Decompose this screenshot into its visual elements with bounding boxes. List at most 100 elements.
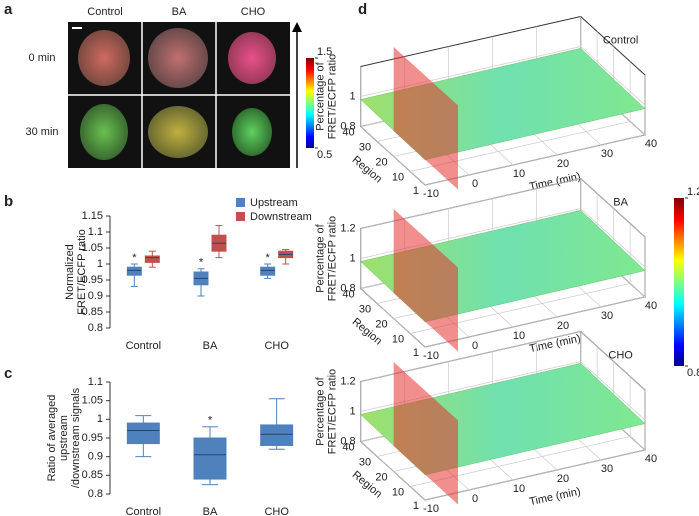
- plot-title: BA: [613, 196, 628, 208]
- stimulus-plane: [393, 362, 458, 505]
- x-tick-label: CHO: [264, 340, 289, 352]
- y-tick-label: 1: [413, 347, 419, 359]
- z-tick-label: 1: [350, 405, 356, 417]
- z-axis-label: FRET/ECFP ratio: [327, 216, 339, 301]
- y-tick-label: 10: [392, 171, 404, 183]
- y-tick-label: 0.95: [82, 274, 103, 286]
- y-tick-label: 1: [413, 500, 419, 512]
- z-tick-label: 1.2: [340, 375, 355, 387]
- panel-label: b: [4, 193, 13, 210]
- y-tick-label: 1.15: [82, 210, 103, 222]
- colorbar: [306, 58, 314, 148]
- z-axis-label: FRET/ECFP ratio: [327, 54, 339, 139]
- colorbar: [674, 198, 684, 366]
- z-axis-label: FRET/ECFP ratio: [327, 369, 339, 454]
- box: [144, 255, 160, 263]
- x-axis-label: Time (min): [528, 333, 582, 356]
- x-tick-label: Control: [126, 506, 161, 516]
- box: [126, 266, 142, 276]
- x-tick-label: 40: [645, 300, 657, 312]
- x-tick-label: -10: [423, 188, 439, 200]
- cell: [232, 108, 272, 156]
- y-tick-label: 30: [359, 456, 371, 468]
- column-label: BA: [172, 6, 187, 18]
- x-tick-label: 30: [601, 463, 613, 475]
- cell: [80, 104, 128, 160]
- y-tick-label: 10: [392, 486, 404, 498]
- grid-line: [360, 46, 646, 106]
- box: [126, 422, 160, 445]
- y-axis-label: upstream: [58, 415, 70, 461]
- y-tick-label: 20: [375, 156, 387, 168]
- x-tick-label: 30: [601, 148, 613, 160]
- z-tick-label: 1.2: [340, 222, 355, 234]
- stimulus-plane: [393, 209, 458, 352]
- panel-label: c: [4, 365, 12, 382]
- x-tick-label: 10: [513, 483, 525, 495]
- box: [193, 437, 227, 480]
- y-tick-label: 1.1: [88, 226, 103, 238]
- y-tick-label: 0.8: [88, 322, 103, 334]
- z-tick-label: 1: [350, 90, 356, 102]
- y-axis-label: /downstream signals: [70, 387, 82, 488]
- y-axis-label: Ratio of averaged: [46, 395, 58, 482]
- column-label: Control: [87, 6, 122, 18]
- z-tick-label: 0.8: [340, 435, 355, 447]
- z-axis-label: Percentage of: [315, 223, 327, 292]
- grid-line: [360, 208, 646, 268]
- significance: *: [199, 257, 204, 269]
- x-tick-label: BA: [203, 506, 218, 516]
- box: [260, 266, 276, 276]
- y-tick-label: 1.1: [88, 376, 103, 388]
- x-tick-label: BA: [203, 340, 218, 352]
- y-tick-label: 1.05: [82, 242, 103, 254]
- x-tick-label: 0: [472, 340, 478, 352]
- legend-swatch: [236, 212, 245, 221]
- z-tick-label: 0.8: [340, 120, 355, 132]
- x-tick-label: 40: [645, 138, 657, 150]
- y-tick-label: 20: [375, 471, 387, 483]
- x-tick-label: -10: [423, 350, 439, 362]
- x-tick-label: 0: [472, 178, 478, 190]
- plot-title: CHO: [608, 349, 633, 361]
- z-tick-label: 0.8: [340, 282, 355, 294]
- cell: [78, 30, 130, 86]
- z-axis-label: Percentage of: [315, 61, 327, 130]
- micrographs: [68, 22, 684, 366]
- x-tick-label: 0: [472, 493, 478, 505]
- y-tick-label: 0.9: [88, 290, 103, 302]
- z-tick-label: 1: [350, 252, 356, 264]
- column-label: CHO: [241, 6, 266, 18]
- y-tick-label: 1: [413, 185, 419, 197]
- significance: *: [132, 252, 137, 264]
- x-tick-label: 20: [557, 473, 569, 485]
- legend-label: Upstream: [250, 197, 298, 209]
- significance: *: [266, 252, 271, 264]
- y-axis-label: Normalized: [64, 244, 76, 300]
- y-tick-label: 0.95: [82, 432, 103, 444]
- y-tick-label: 30: [359, 141, 371, 153]
- y-tick-label: 10: [392, 333, 404, 345]
- grid-line: [360, 361, 646, 421]
- stimulus-plane: [393, 47, 458, 190]
- x-tick-label: -10: [423, 503, 439, 515]
- y-tick-label: 1: [97, 258, 103, 270]
- y-tick-label: 0.85: [82, 469, 103, 481]
- x-tick-label: 10: [513, 330, 525, 342]
- y-tick-label: 0.85: [82, 306, 103, 318]
- legend-swatch: [236, 198, 245, 207]
- y-tick-label: 30: [359, 303, 371, 315]
- y-tick-label: 1: [97, 413, 103, 425]
- x-tick-label: CHO: [264, 506, 289, 516]
- y-tick-label: 40: [342, 441, 354, 453]
- colorbar-label: 0.5: [317, 149, 332, 161]
- x-tick-label: 10: [513, 168, 525, 180]
- grid-line: [360, 178, 646, 238]
- panel-label: d: [358, 1, 367, 18]
- y-axis-label: FRET/ECFP ratio: [76, 229, 88, 314]
- cell: [148, 28, 208, 88]
- y-tick-label: 1.05: [82, 395, 103, 407]
- legend-label: Downstream: [250, 211, 312, 223]
- grid-line: [360, 331, 646, 391]
